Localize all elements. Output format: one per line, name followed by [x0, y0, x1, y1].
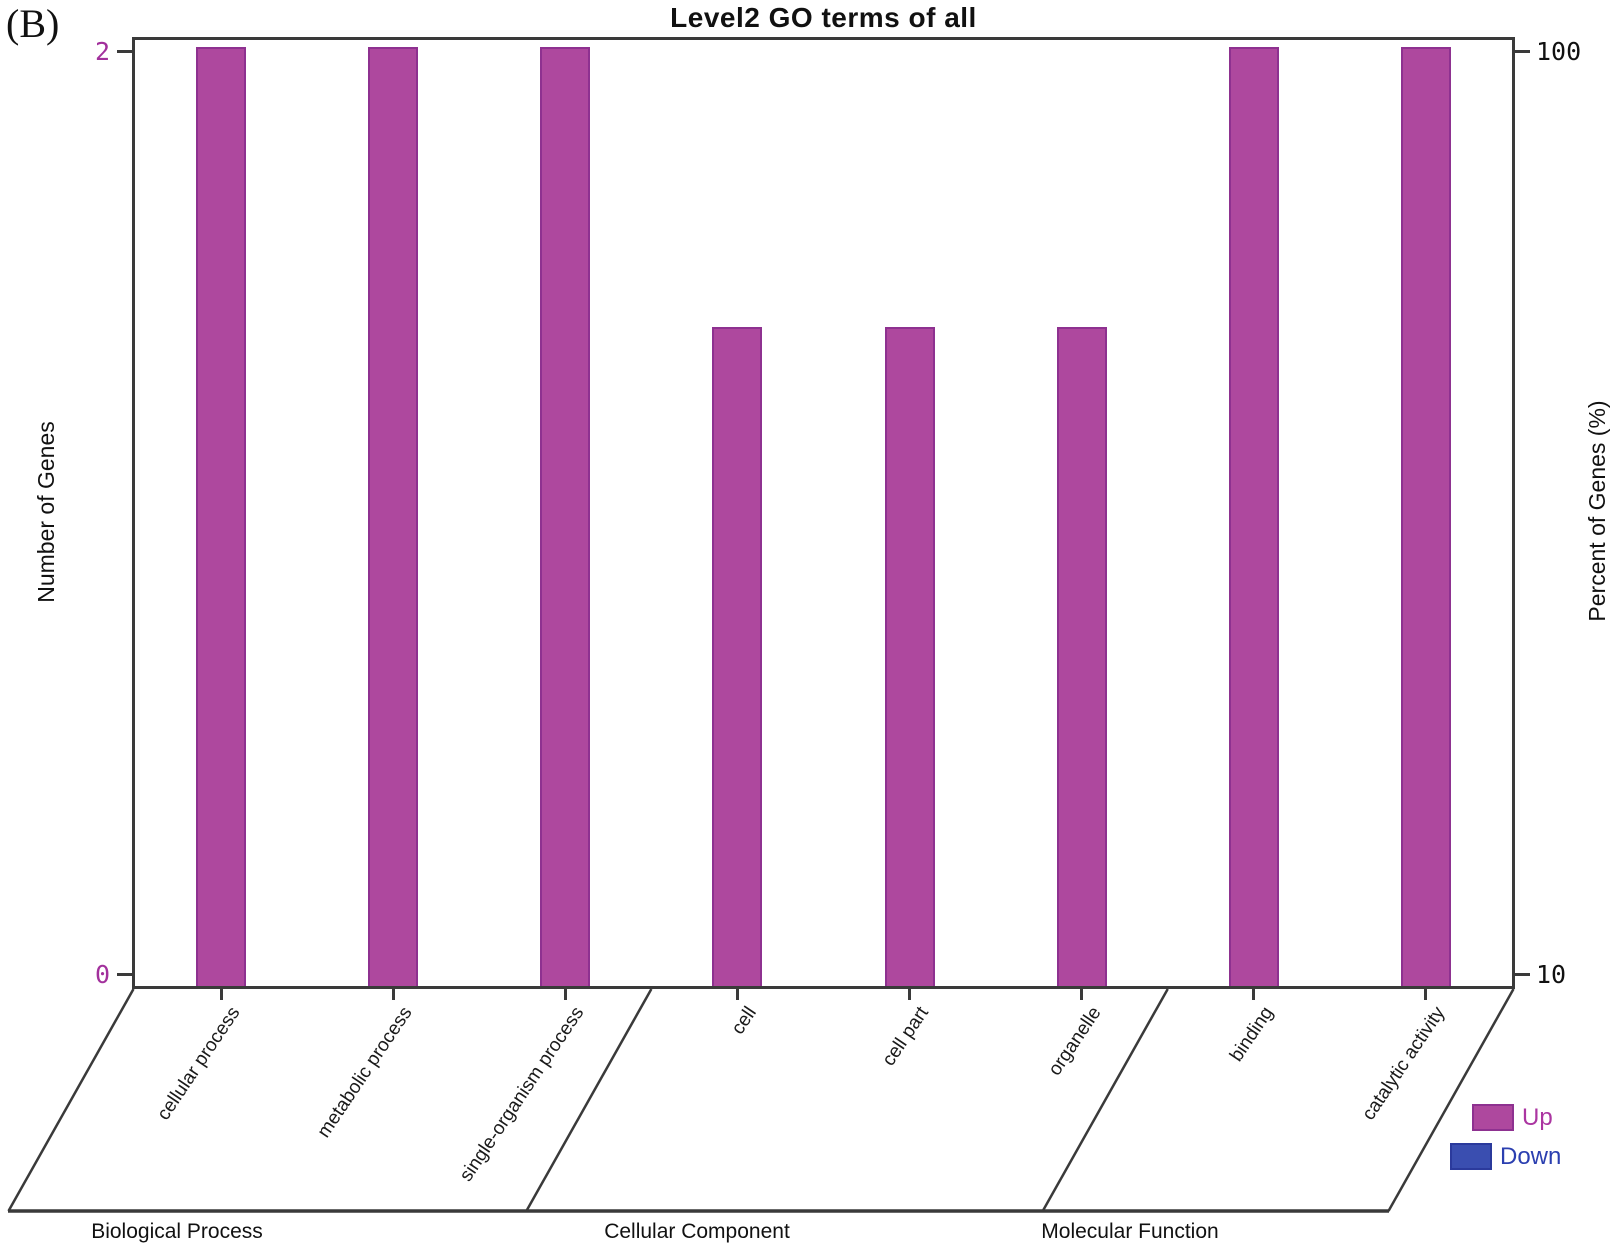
legend-up-swatch: [1472, 1104, 1514, 1131]
left-tick-label-0: 0: [94, 960, 110, 989]
category-label-catalytic-activity: catalytic activity: [1358, 1003, 1450, 1125]
x-tick-cell-part: [908, 989, 912, 1000]
y-axis-label-left: Number of Genes: [33, 421, 59, 603]
bar-cell-part: [884, 326, 935, 986]
left-tick-label-2: 2: [94, 37, 110, 66]
legend-up-label: Up: [1522, 1104, 1553, 1131]
category-label-metabolic-process: metabolic process: [313, 1003, 417, 1142]
category-label-binding: binding: [1225, 1003, 1278, 1066]
right-tick-label-10: 10: [1536, 960, 1567, 989]
right-tick-bottom: [1515, 973, 1530, 976]
x-tick-binding: [1252, 989, 1256, 1000]
group-label-cellular-component: Cellular Component: [604, 1220, 790, 1243]
right-tick-label-100: 100: [1536, 37, 1582, 66]
panel-label: (B): [6, 1, 60, 46]
bar-cell: [712, 326, 763, 986]
right-tick-top: [1515, 50, 1530, 53]
x-tick-cellular-process: [219, 989, 223, 1000]
x-axis-layer: cellular process metabolic process single-…: [135, 989, 1512, 1229]
group-label-biological-process: Biological Process: [91, 1220, 263, 1243]
bar-metabolic-process: [368, 47, 419, 986]
category-label-organelle: organelle: [1043, 1003, 1106, 1080]
chart-title: Level2 GO terms of all: [670, 2, 977, 33]
bar-catalytic-activity: [1400, 47, 1451, 986]
bar-cellular-process: [196, 47, 247, 986]
x-tick-metabolic-process: [391, 989, 395, 1000]
category-label-cellular-process: cellular process: [153, 1003, 245, 1125]
left-tick-bottom: [117, 973, 132, 976]
group-label-molecular-function: Molecular Function: [1041, 1220, 1219, 1243]
x-tick-single-organism-process: [563, 989, 567, 1000]
bar-binding: [1228, 47, 1279, 986]
bar-organelle: [1056, 326, 1107, 986]
category-label-single-organism-process: single-organism process: [456, 1003, 589, 1186]
x-tick-cell: [735, 989, 739, 1000]
legend-down-label: Down: [1500, 1143, 1562, 1170]
legend-down-swatch: [1450, 1143, 1492, 1170]
plot-area: [132, 37, 1515, 989]
y-axis-label-right: Percent of Genes (%): [1584, 400, 1610, 622]
left-tick-top: [117, 50, 132, 53]
x-tick-organelle: [1080, 989, 1084, 1000]
category-label-cell: cell: [727, 1003, 761, 1039]
bar-single-organism-process: [540, 47, 591, 986]
x-tick-catalytic-activity: [1424, 989, 1428, 1000]
category-label-cell-part: cell part: [878, 1003, 933, 1070]
bars-layer: [135, 40, 1512, 986]
